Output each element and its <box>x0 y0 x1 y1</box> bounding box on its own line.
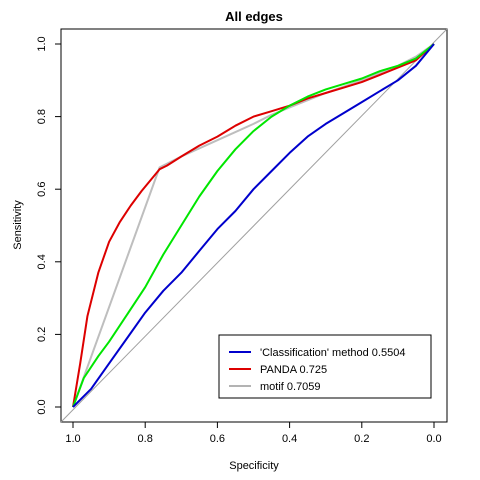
legend: 'Classification' method 0.5504 PANDA 0.72… <box>218 334 432 399</box>
x-axis-label: Specificity <box>229 460 279 472</box>
legend-box <box>218 334 432 399</box>
diagonal-reference-line <box>60 28 448 423</box>
y-axis: 0.0 0.2 0.4 0.6 0.8 1.0 <box>36 36 62 415</box>
y-tick-label-4: 0.8 <box>36 109 48 124</box>
y-axis-label: Sensitivity <box>12 200 24 250</box>
diagonal-layer <box>60 28 448 423</box>
y-tick-label-5: 1.0 <box>36 36 48 51</box>
x-axis: 1.0 0.8 0.6 0.4 0.2 0.0 <box>65 421 442 445</box>
y-tick-label-1: 0.2 <box>36 327 48 342</box>
series-line-2 <box>72 43 435 408</box>
x-tick-label-3: 0.4 <box>282 433 297 445</box>
y-tick-label-0: 0.0 <box>36 399 48 414</box>
chart-title: All edges <box>225 9 283 24</box>
legend-label-0: 'Classification' method 0.5504 <box>260 347 405 359</box>
legend-label-1: PANDA 0.725 <box>260 364 327 376</box>
series-line-1 <box>72 43 435 408</box>
x-tick-label-5: 0.0 <box>426 433 441 445</box>
series-layer <box>72 43 435 408</box>
x-tick-label-0: 1.0 <box>65 433 80 445</box>
legend-label-2: motif 0.7059 <box>260 381 321 393</box>
y-tick-label-2: 0.4 <box>36 254 48 269</box>
series-line-3 <box>72 43 435 408</box>
y-tick-label-3: 0.6 <box>36 182 48 197</box>
x-tick-label-2: 0.6 <box>210 433 225 445</box>
x-tick-label-1: 0.8 <box>138 433 153 445</box>
x-tick-label-4: 0.2 <box>354 433 369 445</box>
